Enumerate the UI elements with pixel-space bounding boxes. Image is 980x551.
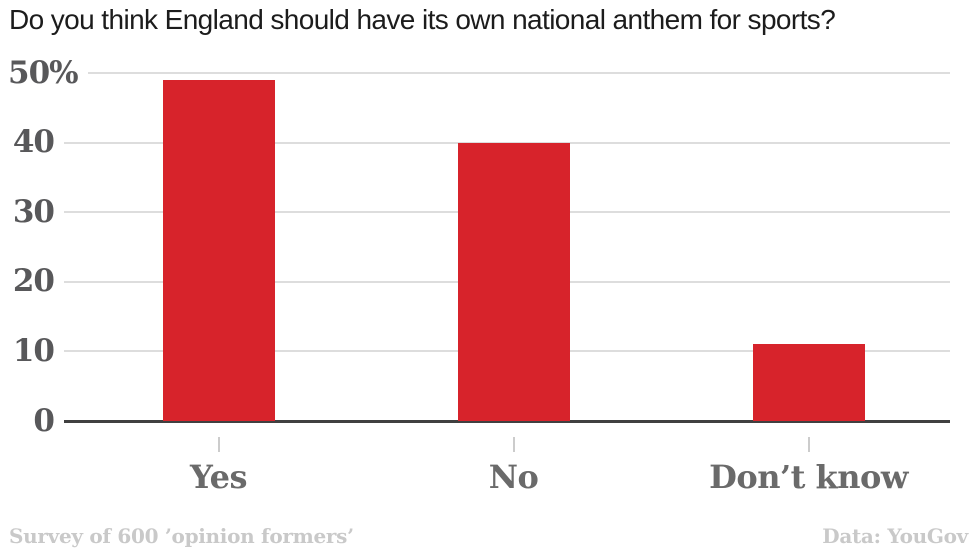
- y-tick-label: 30: [12, 193, 55, 230]
- category-label-no: No: [488, 458, 539, 496]
- y-tick-label: 40: [12, 124, 55, 161]
- bar-no: [457, 142, 570, 421]
- category-label-yes: Yes: [190, 458, 247, 496]
- category-label-don-t-know: Don’t know: [709, 458, 908, 496]
- chart-title: Do you think England should have its own…: [9, 4, 836, 35]
- y-tick-label: 0: [33, 402, 55, 439]
- x-tick-mark: [512, 437, 515, 452]
- x-axis-line: [64, 419, 950, 423]
- x-tick-mark: [807, 437, 810, 452]
- chart-footer: Survey of 600 ’opinion formers’ Data: Yo…: [9, 524, 968, 548]
- y-tick-label: 10: [12, 332, 55, 369]
- bar-yes: [162, 79, 275, 421]
- x-axis-baseline-row: 0: [8, 401, 950, 441]
- gridline-row: 50%: [8, 53, 950, 93]
- bar-don-t-know: [752, 344, 865, 421]
- y-tick-label: 50%: [8, 54, 79, 91]
- source-note: Survey of 600 ’opinion formers’: [9, 524, 354, 548]
- data-credit: Data: YouGov: [822, 524, 968, 548]
- gridline: [87, 72, 950, 74]
- y-tick-label: 20: [12, 263, 55, 300]
- x-tick-mark: [217, 437, 220, 452]
